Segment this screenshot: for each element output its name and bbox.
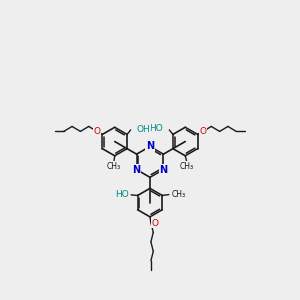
Text: N: N xyxy=(159,165,167,175)
Text: O: O xyxy=(94,127,100,136)
Text: N: N xyxy=(146,141,154,152)
Text: CH₃: CH₃ xyxy=(171,190,185,199)
Text: HO: HO xyxy=(149,124,163,133)
Text: OH: OH xyxy=(136,124,150,134)
Text: N: N xyxy=(133,165,141,175)
Text: O: O xyxy=(200,127,206,136)
Text: CH₃: CH₃ xyxy=(107,162,121,171)
Text: O: O xyxy=(152,219,159,228)
Text: HO: HO xyxy=(115,190,129,199)
Text: CH₃: CH₃ xyxy=(180,162,194,171)
